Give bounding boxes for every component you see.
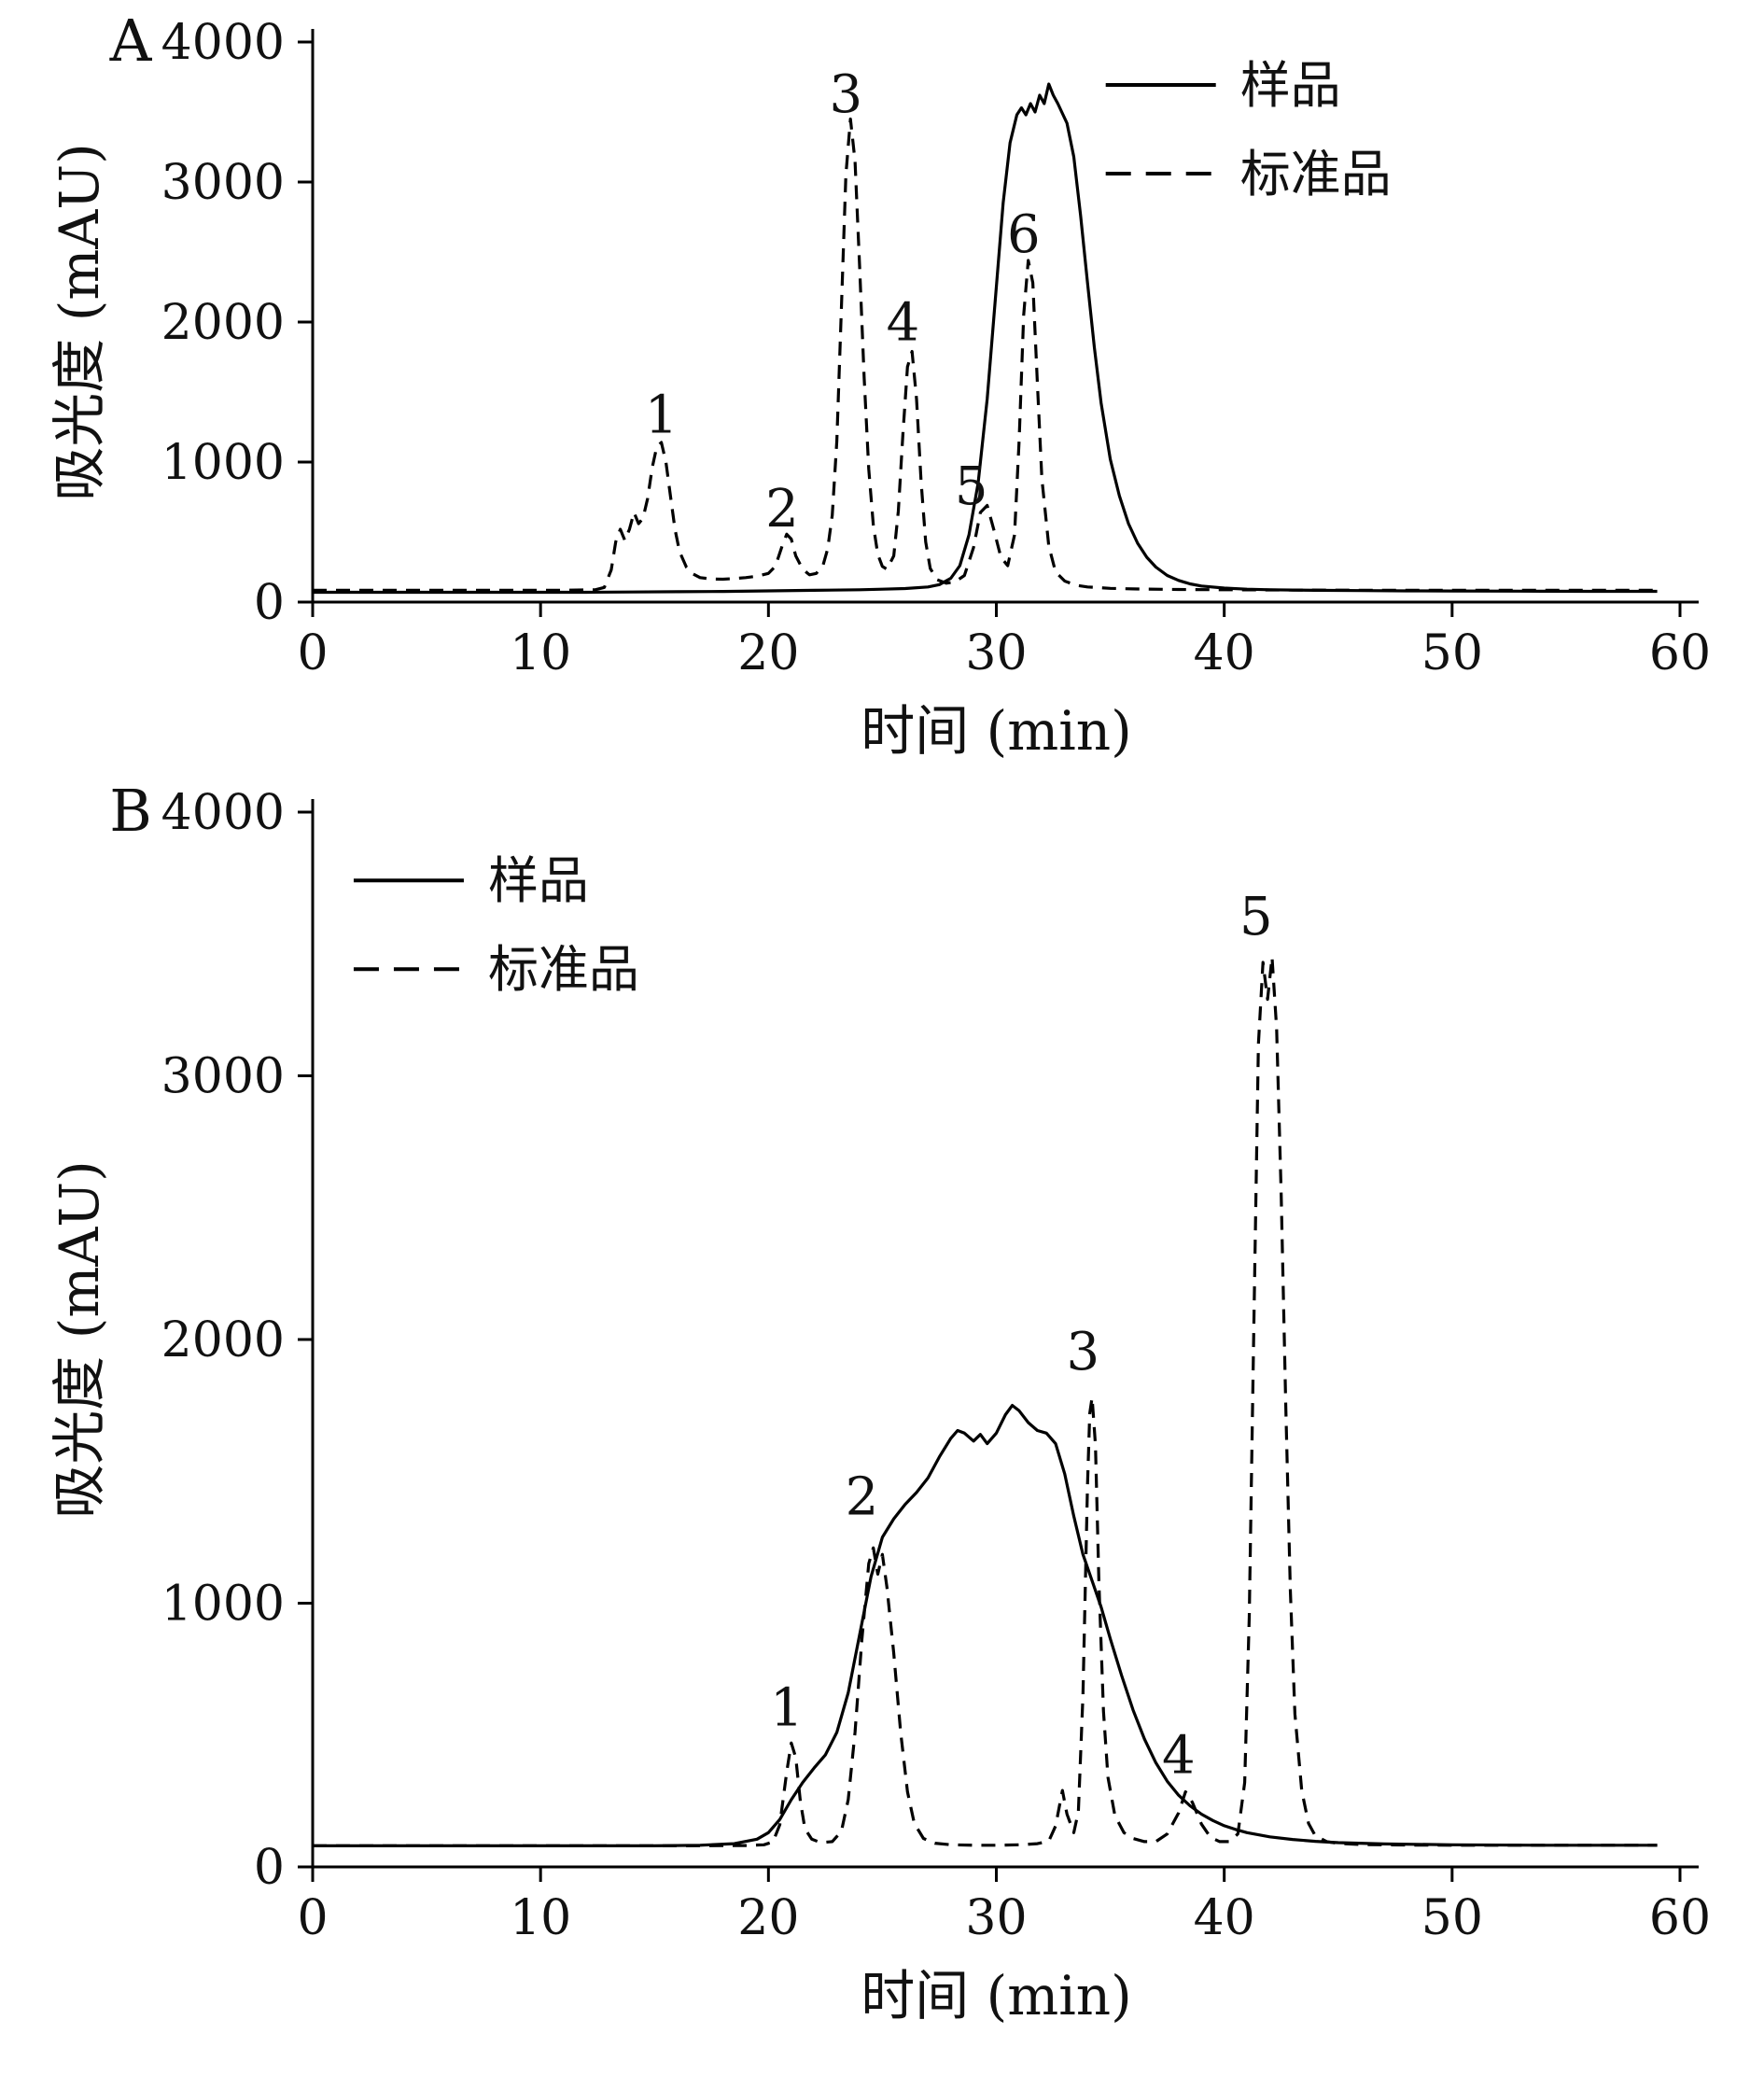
series-line-standard bbox=[313, 117, 1658, 592]
x-tick-label: 20 bbox=[737, 625, 799, 681]
panel-label: A bbox=[109, 7, 153, 75]
x-tick-label: 30 bbox=[965, 625, 1027, 681]
y-tick-label: 3000 bbox=[161, 155, 285, 211]
peak-label: 5 bbox=[955, 456, 988, 517]
peak-label: 2 bbox=[765, 479, 799, 540]
x-tick-label: 60 bbox=[1649, 1890, 1711, 1946]
peak-label: 1 bbox=[645, 386, 679, 446]
chart-svg-panel-a: 0 10 20 30 40 50 60 0 1000 2000 3000 4000 时间 (min) 吸光… bbox=[48, 7, 1711, 761]
y-tick-label: 2000 bbox=[161, 295, 285, 351]
peak-label: 5 bbox=[1239, 887, 1273, 947]
y-axis-title: 吸光度 (mAU) bbox=[48, 143, 111, 500]
peak-label: 4 bbox=[887, 293, 920, 354]
legend-label: 标准品 bbox=[488, 940, 639, 999]
x-axis-title: 时间 (min) bbox=[861, 1964, 1132, 2027]
x-tick-label: 30 bbox=[965, 1890, 1027, 1946]
x-tick-label: 40 bbox=[1194, 1890, 1255, 1946]
x-tick-label: 60 bbox=[1649, 625, 1711, 681]
series-line-standard bbox=[313, 955, 1658, 1847]
y-tick-label: 2000 bbox=[161, 1312, 285, 1368]
series-line-sample bbox=[313, 1404, 1658, 1847]
y-tick-label: 0 bbox=[254, 1840, 285, 1896]
x-tick-label: 10 bbox=[510, 1890, 571, 1946]
x-axis-title: 时间 (min) bbox=[861, 699, 1132, 761]
legend-label: 标准品 bbox=[1240, 145, 1392, 203]
peak-label: 3 bbox=[830, 64, 863, 125]
x-tick-label: 0 bbox=[297, 625, 328, 681]
x-tick-label: 0 bbox=[297, 1890, 328, 1946]
peak-label: 6 bbox=[1007, 204, 1041, 265]
x-tick-label: 10 bbox=[510, 625, 571, 681]
x-tick-label: 50 bbox=[1421, 625, 1483, 681]
chromatogram-panel-a: 0 10 20 30 40 50 60 0 1000 2000 3000 4000 时间 (min) 吸光… bbox=[0, 0, 1764, 761]
peak-label: 2 bbox=[846, 1467, 879, 1528]
peak-label: 1 bbox=[770, 1678, 804, 1739]
y-tick-label: 0 bbox=[254, 575, 285, 631]
chromatogram-panel-b: 0 10 20 30 40 50 60 0 1000 2000 3000 4000 时间 (min) 吸光… bbox=[0, 761, 1764, 2090]
y-tick-label: 1000 bbox=[161, 435, 285, 491]
y-tick-label: 1000 bbox=[161, 1577, 285, 1633]
peak-label: 3 bbox=[1066, 1322, 1099, 1382]
y-tick-label: 4000 bbox=[161, 15, 285, 71]
series-line-sample bbox=[313, 82, 1658, 595]
y-tick-label: 4000 bbox=[161, 785, 285, 841]
chart-svg-panel-b: 0 10 20 30 40 50 60 0 1000 2000 3000 4000 时间 (min) 吸光… bbox=[48, 777, 1711, 2027]
peak-label: 4 bbox=[1162, 1725, 1196, 1786]
legend-label: 样品 bbox=[1240, 56, 1341, 115]
panel-label: B bbox=[109, 777, 152, 845]
y-axis-title: 吸光度 (mAU) bbox=[48, 1160, 111, 1518]
y-tick-label: 3000 bbox=[161, 1049, 285, 1105]
legend-label: 样品 bbox=[488, 851, 589, 910]
x-tick-label: 20 bbox=[737, 1890, 799, 1946]
x-tick-label: 40 bbox=[1194, 625, 1255, 681]
x-tick-label: 50 bbox=[1421, 1890, 1483, 1946]
